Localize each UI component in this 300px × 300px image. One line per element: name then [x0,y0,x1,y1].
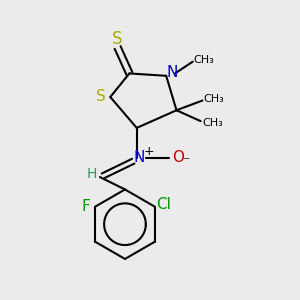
Text: N: N [134,150,145,165]
Text: ⁻: ⁻ [182,155,189,169]
Text: S: S [112,30,123,48]
Text: CH₃: CH₃ [202,118,223,128]
Text: CH₃: CH₃ [194,55,214,65]
Text: F: F [82,199,90,214]
Text: +: + [143,145,154,158]
Text: CH₃: CH₃ [204,94,225,104]
Text: H: H [86,167,97,181]
Text: O: O [172,150,184,165]
Text: S: S [96,89,105,104]
Text: Cl: Cl [156,197,171,212]
Text: N: N [167,65,178,80]
